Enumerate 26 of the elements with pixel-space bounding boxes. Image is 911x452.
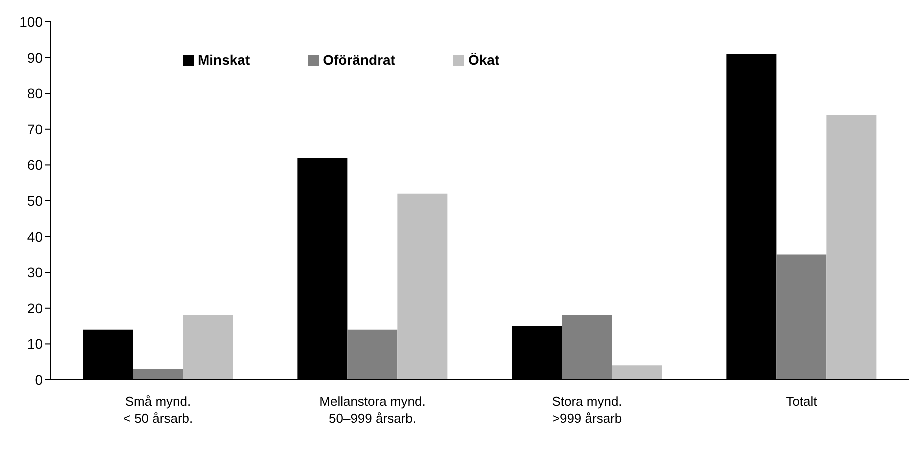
bar xyxy=(612,366,662,380)
y-tick-label: 20 xyxy=(27,300,44,316)
legend-label: Ökat xyxy=(468,52,500,68)
x-tick-label: Stora mynd. >999 årsarb xyxy=(552,394,622,426)
legend-label: Minskat xyxy=(198,52,250,68)
bar xyxy=(348,330,398,380)
bar xyxy=(133,369,184,380)
y-tick-label: 80 xyxy=(27,86,44,102)
bar xyxy=(776,254,827,380)
y-tick-label: 0 xyxy=(35,372,44,388)
y-tick-label: 10 xyxy=(27,336,44,352)
y-tick-label: 100 xyxy=(20,14,44,30)
y-tick-label: 50 xyxy=(27,192,44,209)
bar xyxy=(826,115,877,380)
y-tick-label: 60 xyxy=(27,157,44,174)
x-tick-label: Mellanstora mynd. 50–999 årsarb. xyxy=(320,394,426,426)
x-tick-label: Små mynd. < 50 årsarb. xyxy=(123,394,194,426)
y-tick-label: 40 xyxy=(27,228,44,245)
y-tick-label: 90 xyxy=(27,50,44,66)
y-tick-label: 70 xyxy=(27,121,44,138)
y-tick-label: 30 xyxy=(27,264,44,281)
bar xyxy=(183,316,234,380)
bar xyxy=(562,316,612,380)
legend-label: Oförändrat xyxy=(323,52,396,68)
bar xyxy=(398,194,448,380)
x-tick-label: Totalt xyxy=(786,394,818,409)
